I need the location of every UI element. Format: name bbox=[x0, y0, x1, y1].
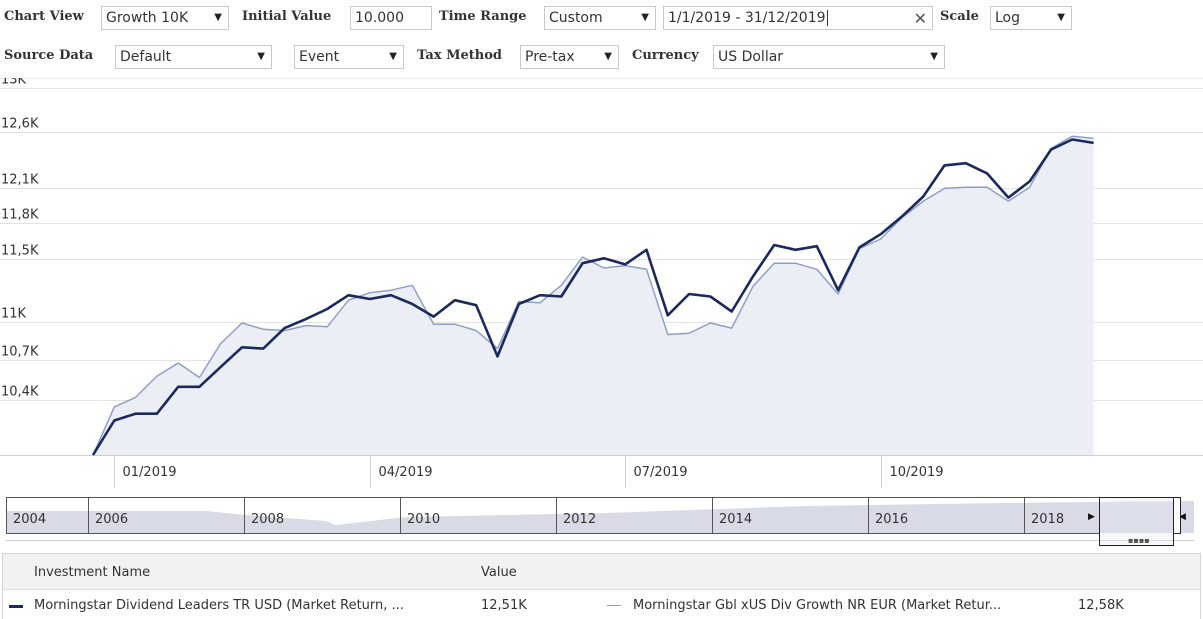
scale-label: Scale bbox=[940, 9, 979, 24]
chevron-down-icon: ▼ bbox=[930, 51, 938, 62]
chevron-down-icon: ▼ bbox=[214, 12, 222, 23]
triangle-left-icon[interactable]: ◀ bbox=[1179, 512, 1186, 522]
y-tick-label: 11,5K bbox=[1, 244, 39, 259]
chart-view-select[interactable]: Growth 10K ▼ bbox=[101, 6, 229, 30]
chevron-down-icon: ▼ bbox=[604, 51, 612, 62]
navigator-year-label: 2010 bbox=[407, 512, 440, 527]
series-2-value: 12,58K bbox=[1078, 598, 1124, 613]
navigator-selection-window[interactable] bbox=[1099, 497, 1174, 546]
tax-method-value: Pre-tax bbox=[525, 49, 575, 65]
close-icon[interactable]: ✕ bbox=[913, 9, 927, 28]
navigator-year-label: 2018 bbox=[1031, 512, 1064, 527]
text-cursor bbox=[826, 10, 828, 26]
date-range-text: 1/1/2019 - 31/12/2019 bbox=[668, 10, 826, 26]
y-tick-label: 12,1K bbox=[1, 173, 39, 188]
time-navigator[interactable]: 2004 2006 2008 2010 2012 2014 2016 2018 ▶ ◀ ▪▪▪▪ bbox=[6, 497, 1194, 547]
event-value: Event bbox=[299, 49, 340, 65]
time-range-value: Custom bbox=[549, 10, 603, 26]
chevron-down-icon: ▼ bbox=[389, 51, 397, 62]
navigator-year-label: 2004 bbox=[13, 512, 46, 527]
legend-header-row: Investment Name Value bbox=[3, 554, 1200, 590]
source-data-label: Source Data bbox=[4, 48, 94, 63]
tax-method-select[interactable]: Pre-tax ▼ bbox=[520, 45, 619, 69]
chevron-down-icon: ▼ bbox=[257, 51, 265, 62]
scale-value: Log bbox=[995, 10, 1021, 26]
grip-icon[interactable]: ▪▪▪▪ bbox=[1128, 536, 1150, 545]
tax-method-label: Tax Method bbox=[417, 48, 503, 63]
initial-value-label: Initial Value bbox=[242, 9, 332, 24]
currency-value: US Dollar bbox=[718, 49, 784, 65]
y-tick-label: 12,6K bbox=[1, 117, 39, 132]
x-tick-label: 07/2019 bbox=[634, 465, 688, 480]
time-range-select[interactable]: Custom ▼ bbox=[544, 6, 656, 30]
chart-view-label: Chart View bbox=[4, 9, 84, 24]
currency-select[interactable]: US Dollar ▼ bbox=[713, 45, 945, 69]
series-2-name: Morningstar Gbl xUS Div Growth NR EUR (M… bbox=[633, 598, 1002, 613]
navigator-right-handle[interactable] bbox=[1173, 497, 1181, 534]
series-2-swatch bbox=[607, 605, 621, 606]
navigator-svg: 2004 2006 2008 2010 2012 2014 2016 2018 ▶ ◀ ▪▪▪▪ bbox=[6, 497, 1194, 546]
y-tick-label: 11,8K bbox=[1, 208, 39, 223]
series-1-name: Morningstar Dividend Leaders TR USD (Mar… bbox=[34, 598, 404, 613]
legend-row[interactable]: Morningstar Dividend Leaders TR USD (Mar… bbox=[3, 590, 1200, 619]
legend-table: Investment Name Value Morningstar Divide… bbox=[2, 553, 1201, 619]
event-select[interactable]: Event ▼ bbox=[294, 45, 404, 69]
x-tick-label: 01/2019 bbox=[123, 465, 177, 480]
series-1-line bbox=[91, 138, 1094, 456]
chevron-down-icon: ▼ bbox=[641, 12, 649, 23]
date-range-input[interactable]: 1/1/2019 - 31/12/2019 ✕ bbox=[663, 6, 933, 30]
source-data-select[interactable]: Default ▼ bbox=[115, 45, 272, 69]
growth-chart[interactable]: 13K 12,6K 12,1K 11,8K 11,5K 11K 10,7K 10,4K 01/2… bbox=[0, 78, 1203, 488]
navigator-year-label: 2008 bbox=[251, 512, 284, 527]
scale-select[interactable]: Log ▼ bbox=[990, 6, 1072, 30]
y-tick-label: 13K bbox=[1, 78, 27, 88]
toolbar-row-2: Source Data Default ▼ Event ▼ Tax Method… bbox=[0, 39, 1203, 75]
growth-chart-svg: 13K 12,6K 12,1K 11,8K 11,5K 11K 10,7K 10,4K 01/2… bbox=[0, 78, 1203, 488]
chevron-down-icon: ▼ bbox=[1057, 12, 1065, 23]
y-tick-label: 10,4K bbox=[1, 385, 39, 400]
navigator-year-label: 2014 bbox=[719, 512, 752, 527]
series-1-value: 12,51K bbox=[481, 598, 527, 613]
x-tick-label: 04/2019 bbox=[379, 465, 433, 480]
triangle-right-icon[interactable]: ▶ bbox=[1088, 512, 1095, 522]
series-1-swatch bbox=[9, 605, 23, 608]
source-data-value: Default bbox=[120, 49, 172, 65]
value-header[interactable]: Value bbox=[481, 565, 517, 580]
y-tick-label: 10,7K bbox=[1, 345, 39, 360]
initial-value-text: 10.000 bbox=[355, 10, 404, 26]
navigator-year-label: 2006 bbox=[95, 512, 128, 527]
chart-view-value: Growth 10K bbox=[106, 10, 189, 26]
series-2-line bbox=[92, 135, 1094, 456]
navigator-year-label: 2012 bbox=[563, 512, 596, 527]
investment-name-header[interactable]: Investment Name bbox=[34, 565, 151, 580]
time-range-label: Time Range bbox=[439, 9, 527, 24]
series-2-area bbox=[93, 136, 1094, 455]
initial-value-input[interactable]: 10.000 bbox=[350, 6, 432, 30]
currency-label: Currency bbox=[632, 48, 699, 63]
y-tick-label: 11K bbox=[1, 307, 27, 322]
navigator-year-label: 2016 bbox=[875, 512, 908, 527]
navigator-area bbox=[6, 501, 1194, 533]
x-tick-label: 10/2019 bbox=[890, 465, 944, 480]
toolbar-row-1: Chart View Growth 10K ▼ Initial Value 10… bbox=[0, 0, 1203, 36]
